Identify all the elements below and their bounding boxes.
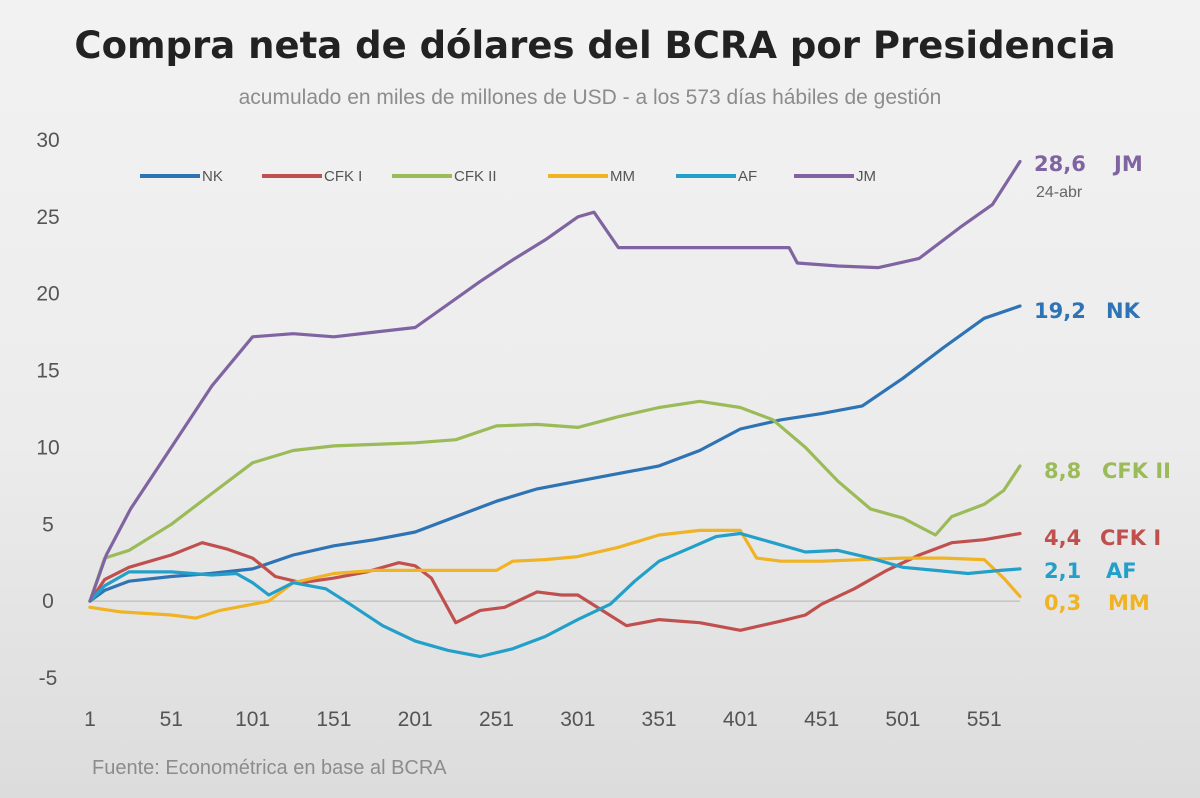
legend-item-nk: NK [140, 168, 223, 185]
series-line-af [88, 531, 1022, 659]
end-value: 2,1 [1044, 559, 1081, 583]
y-axis: 30 25 20 15 10 5 0 -5 [36, 129, 59, 690]
legend-label: NK [202, 168, 223, 185]
y-tick-label: 0 [42, 590, 54, 613]
end-value: 0,3 [1044, 591, 1081, 615]
series-line-cfk-i [88, 531, 1022, 632]
x-tick-label: 151 [316, 708, 351, 731]
end-series-name: JM [1112, 152, 1143, 176]
series-line-nk [88, 304, 1022, 603]
legend-item-mm: MM [548, 168, 635, 185]
end-label-cfk-ii: 8,8 CFK II [1044, 459, 1171, 483]
end-label-nk: 19,2 NK [1034, 299, 1141, 323]
y-tick-label: 5 [42, 513, 54, 536]
series-line-cfk-ii [88, 399, 1022, 603]
legend-label: MM [610, 168, 635, 185]
y-tick-label: 20 [36, 283, 59, 306]
legend-item-af: AF [676, 168, 757, 185]
end-label-mm: 0,3 MM [1044, 591, 1150, 615]
end-label-jm: 28,6 JM 24-abr [1034, 152, 1143, 201]
y-tick-label: 10 [36, 436, 59, 459]
legend-label: CFK II [454, 168, 497, 185]
legend-item-cfk-i: CFK I [262, 168, 362, 185]
x-tick-label: 251 [479, 708, 514, 731]
legend-item-cfk-ii: CFK II [392, 168, 497, 185]
x-axis: 1 51 101 151 201 251 301 351 401 451 501 551 [84, 708, 1002, 731]
legend: NK CFK I CFK II MM AF JM [140, 168, 876, 185]
legend-label: CFK I [324, 168, 362, 185]
x-tick-label: 1 [84, 708, 96, 731]
x-tick-label: 551 [967, 708, 1002, 731]
end-series-name: AF [1106, 559, 1137, 583]
end-label-af: 2,1 AF [1044, 559, 1137, 583]
x-tick-label: 451 [804, 708, 839, 731]
x-tick-label: 501 [885, 708, 920, 731]
end-value: 19,2 [1034, 299, 1086, 323]
y-tick-label: 15 [36, 360, 59, 383]
x-tick-label: 201 [398, 708, 433, 731]
legend-item-jm: JM [794, 168, 876, 185]
series-lines [88, 159, 1022, 659]
x-tick-label: 301 [560, 708, 595, 731]
legend-label: AF [738, 168, 757, 185]
end-series-name: NK [1106, 299, 1141, 323]
y-tick-label: -5 [39, 667, 58, 690]
chart-title: Compra neta de dólares del BCRA por Pres… [74, 24, 1115, 67]
end-series-name: MM [1108, 591, 1150, 615]
series-line-jm [88, 159, 1022, 603]
end-value: 8,8 [1044, 459, 1081, 483]
end-date: 24-abr [1036, 184, 1083, 201]
source-note: Fuente: Econométrica en base al BCRA [92, 757, 447, 779]
x-tick-label: 51 [160, 708, 183, 731]
x-tick-label: 401 [723, 708, 758, 731]
end-value: 28,6 [1034, 152, 1086, 176]
x-tick-label: 351 [642, 708, 677, 731]
end-series-name: CFK I [1100, 526, 1161, 550]
y-tick-label: 25 [36, 206, 59, 229]
end-series-name: CFK II [1102, 459, 1171, 483]
y-tick-label: 30 [36, 129, 59, 152]
end-value: 4,4 [1044, 526, 1081, 550]
chart-subtitle: acumulado en miles de millones de USD - … [239, 86, 942, 109]
x-tick-label: 101 [235, 708, 270, 731]
end-label-cfk-i: 4,4 CFK I [1044, 526, 1161, 550]
legend-label: JM [856, 168, 876, 185]
